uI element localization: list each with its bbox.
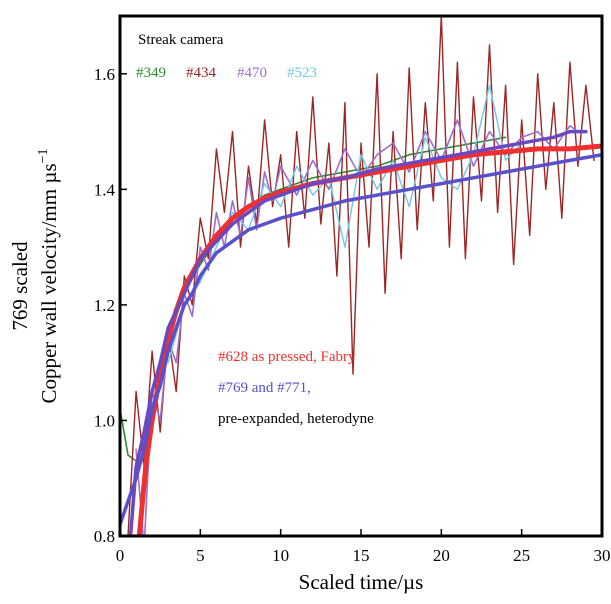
svg-text:Copper wall velocity/mm µs−1: Copper wall velocity/mm µs−1 bbox=[36, 148, 61, 403]
x-tick-label: 20 bbox=[433, 546, 450, 565]
y-tick-label: 0.8 bbox=[94, 527, 115, 546]
streak-label-349: #349 bbox=[136, 65, 166, 81]
x-tick-label: 0 bbox=[116, 546, 125, 565]
series-line-5 bbox=[120, 152, 602, 527]
series-layer bbox=[120, 16, 602, 536]
fabry-label: #628 as pressed, Fabry bbox=[218, 349, 356, 365]
x-tick-label: 15 bbox=[353, 546, 370, 565]
x-tick-label: 30 bbox=[594, 546, 611, 565]
series-line-2 bbox=[135, 119, 579, 536]
x-axis-ticks: 0 5 10 15 20 25 30 bbox=[116, 529, 611, 565]
x-axis-title: Scaled time/µs bbox=[299, 570, 424, 594]
heterodyne-label-2: pre-expanded, heterodyne bbox=[218, 411, 374, 427]
streak-camera-title: Streak camera bbox=[138, 32, 224, 48]
series-line-6 bbox=[128, 129, 588, 536]
y-tick-label: 1.4 bbox=[94, 180, 116, 199]
streak-label-470: #470 bbox=[237, 65, 267, 81]
streak-label-523: #523 bbox=[287, 65, 317, 81]
series-line-1 bbox=[127, 16, 595, 536]
x-tick-label: 5 bbox=[196, 546, 205, 565]
series-line-4 bbox=[136, 143, 602, 536]
y-axis-title-main: Copper wall velocity/mm µs bbox=[37, 163, 61, 403]
streak-label-434: #434 bbox=[186, 65, 217, 81]
y-axis-title-exponent: −1 bbox=[36, 148, 51, 163]
heterodyne-label-1: #769 and #771, bbox=[218, 380, 311, 396]
y-tick-label: 1.2 bbox=[94, 296, 115, 315]
x-tick-label: 25 bbox=[513, 546, 530, 565]
x-tick-label: 10 bbox=[272, 546, 289, 565]
y-axis-ticks: 0.8 1.0 1.2 1.4 1.6 bbox=[94, 65, 127, 546]
y-axis-title-line2: Copper wall velocity/mm µs−1 bbox=[36, 148, 61, 403]
y-tick-label: 1.6 bbox=[94, 65, 115, 84]
y-axis-title-line1: 769 scaled bbox=[8, 241, 32, 331]
y-tick-label: 1.0 bbox=[94, 411, 115, 430]
